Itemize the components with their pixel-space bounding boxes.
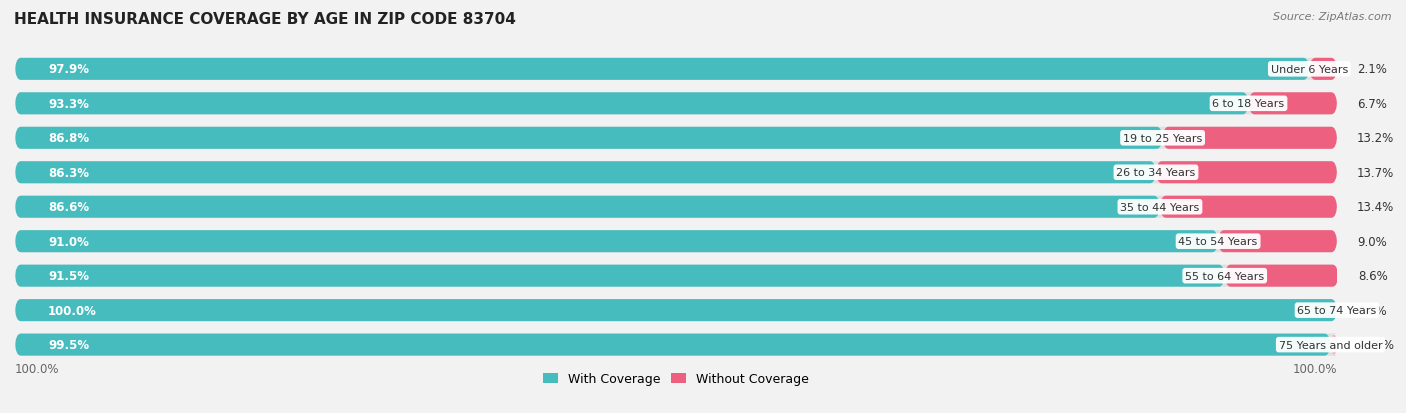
Text: 65 to 74 Years: 65 to 74 Years xyxy=(1298,305,1376,316)
Text: 45 to 54 Years: 45 to 54 Years xyxy=(1178,237,1258,247)
Text: 0.0%: 0.0% xyxy=(1357,304,1386,317)
FancyBboxPatch shape xyxy=(15,334,1337,356)
Text: 86.6%: 86.6% xyxy=(48,201,89,214)
FancyBboxPatch shape xyxy=(15,196,1160,218)
Text: 86.3%: 86.3% xyxy=(48,166,89,179)
FancyBboxPatch shape xyxy=(1309,59,1337,81)
FancyBboxPatch shape xyxy=(1156,162,1337,184)
Text: 13.2%: 13.2% xyxy=(1357,132,1395,145)
FancyBboxPatch shape xyxy=(15,265,1337,287)
Text: 99.5%: 99.5% xyxy=(48,338,89,351)
FancyBboxPatch shape xyxy=(1330,334,1337,356)
Text: 55 to 64 Years: 55 to 64 Years xyxy=(1185,271,1264,281)
FancyBboxPatch shape xyxy=(1225,265,1339,287)
Text: Source: ZipAtlas.com: Source: ZipAtlas.com xyxy=(1274,12,1392,22)
FancyBboxPatch shape xyxy=(15,59,1309,81)
Text: 8.6%: 8.6% xyxy=(1358,270,1388,282)
Text: 100.0%: 100.0% xyxy=(48,304,97,317)
Text: 93.3%: 93.3% xyxy=(48,97,89,111)
FancyBboxPatch shape xyxy=(15,162,1337,184)
FancyBboxPatch shape xyxy=(15,162,1156,184)
Text: 97.9%: 97.9% xyxy=(48,63,89,76)
Text: HEALTH INSURANCE COVERAGE BY AGE IN ZIP CODE 83704: HEALTH INSURANCE COVERAGE BY AGE IN ZIP … xyxy=(14,12,516,27)
Legend: With Coverage, Without Coverage: With Coverage, Without Coverage xyxy=(538,368,814,390)
Text: 13.7%: 13.7% xyxy=(1357,166,1395,179)
FancyBboxPatch shape xyxy=(15,93,1337,115)
Text: 2.1%: 2.1% xyxy=(1357,63,1386,76)
Text: 13.4%: 13.4% xyxy=(1357,201,1395,214)
FancyBboxPatch shape xyxy=(15,299,1337,321)
FancyBboxPatch shape xyxy=(1163,128,1337,150)
FancyBboxPatch shape xyxy=(15,299,1337,321)
FancyBboxPatch shape xyxy=(15,128,1163,150)
FancyBboxPatch shape xyxy=(15,230,1337,253)
FancyBboxPatch shape xyxy=(1218,230,1337,253)
FancyBboxPatch shape xyxy=(15,93,1249,115)
Text: 6.7%: 6.7% xyxy=(1357,97,1386,111)
Text: 91.0%: 91.0% xyxy=(48,235,89,248)
Text: 100.0%: 100.0% xyxy=(1292,362,1337,375)
Text: 26 to 34 Years: 26 to 34 Years xyxy=(1116,168,1195,178)
Text: Under 6 Years: Under 6 Years xyxy=(1271,65,1348,75)
Text: 86.8%: 86.8% xyxy=(48,132,89,145)
Text: 35 to 44 Years: 35 to 44 Years xyxy=(1121,202,1199,212)
FancyBboxPatch shape xyxy=(1160,196,1337,218)
FancyBboxPatch shape xyxy=(15,196,1337,218)
FancyBboxPatch shape xyxy=(15,265,1225,287)
FancyBboxPatch shape xyxy=(15,59,1337,81)
Text: 91.5%: 91.5% xyxy=(48,270,89,282)
FancyBboxPatch shape xyxy=(1249,93,1337,115)
Text: 6 to 18 Years: 6 to 18 Years xyxy=(1212,99,1285,109)
FancyBboxPatch shape xyxy=(15,334,1330,356)
FancyBboxPatch shape xyxy=(15,230,1218,253)
Text: 75 Years and older: 75 Years and older xyxy=(1278,340,1382,350)
Text: 100.0%: 100.0% xyxy=(15,362,59,375)
Text: 19 to 25 Years: 19 to 25 Years xyxy=(1123,133,1202,143)
Text: 9.0%: 9.0% xyxy=(1357,235,1386,248)
Text: 0.55%: 0.55% xyxy=(1358,338,1395,351)
FancyBboxPatch shape xyxy=(15,128,1337,150)
